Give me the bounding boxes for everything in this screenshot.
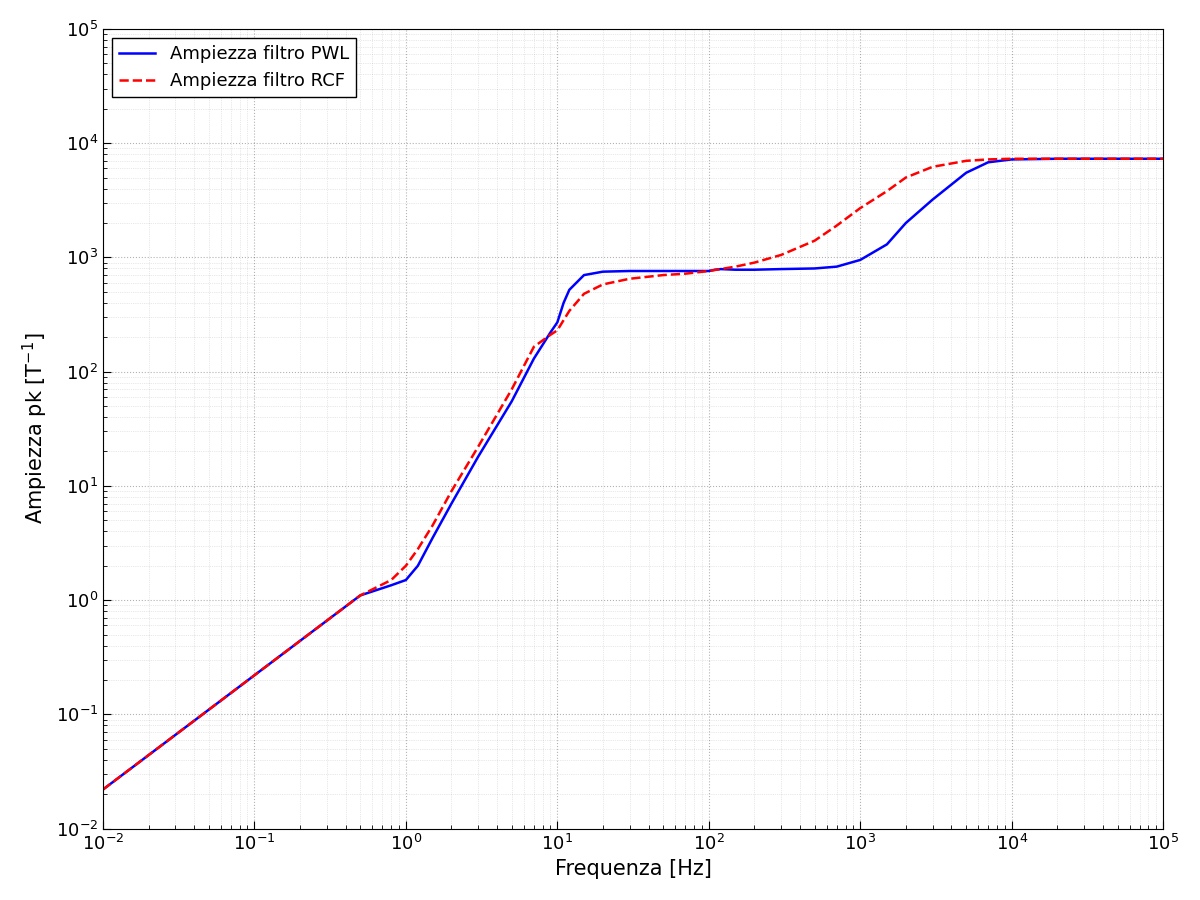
- Ampiezza filtro PWL: [557, 298, 571, 309]
- Ampiezza filtro PWL: [353, 590, 367, 601]
- X-axis label: Frequenza [Hz]: Frequenza [Hz]: [554, 860, 712, 879]
- Ampiezza filtro PWL: [384, 580, 398, 590]
- Ampiezza filtro RCF: [1110, 153, 1124, 164]
- Ampiezza filtro RCF: [829, 220, 844, 231]
- Ampiezza filtro PWL: [880, 239, 894, 250]
- Ampiezza filtro PWL: [398, 574, 413, 585]
- Legend: Ampiezza filtro PWL, Ampiezza filtro RCF: Ampiezza filtro PWL, Ampiezza filtro RCF: [112, 38, 356, 97]
- Ampiezza filtro PWL: [982, 157, 996, 167]
- Ampiezza filtro RCF: [623, 274, 637, 284]
- Ampiezza filtro RCF: [853, 202, 868, 213]
- Line: Ampiezza filtro PWL: Ampiezza filtro PWL: [103, 158, 1163, 789]
- Ampiezza filtro RCF: [1156, 153, 1170, 164]
- Ampiezza filtro RCF: [1050, 153, 1064, 164]
- Ampiezza filtro RCF: [527, 341, 541, 352]
- Ampiezza filtro RCF: [748, 257, 762, 268]
- Ampiezza filtro RCF: [959, 156, 973, 166]
- Ampiezza filtro RCF: [808, 235, 822, 246]
- Ampiezza filtro PWL: [562, 284, 576, 295]
- Ampiezza filtro RCF: [353, 590, 367, 601]
- Ampiezza filtro PWL: [1110, 153, 1124, 164]
- Ampiezza filtro PWL: [899, 218, 913, 229]
- Ampiezza filtro PWL: [623, 266, 637, 276]
- Ampiezza filtro PWL: [410, 561, 425, 572]
- Ampiezza filtro RCF: [774, 249, 788, 260]
- Ampiezza filtro PWL: [774, 264, 788, 274]
- Ampiezza filtro RCF: [293, 635, 307, 646]
- Ampiezza filtro RCF: [247, 670, 262, 680]
- Ampiezza filtro RCF: [96, 784, 110, 795]
- Ampiezza filtro RCF: [925, 161, 940, 172]
- Ampiezza filtro RCF: [880, 185, 894, 196]
- Ampiezza filtro PWL: [853, 255, 868, 266]
- Ampiezza filtro RCF: [504, 384, 518, 395]
- Ampiezza filtro RCF: [1004, 153, 1019, 164]
- Ampiezza filtro RCF: [544, 329, 558, 340]
- Line: Ampiezza filtro RCF: Ampiezza filtro RCF: [103, 158, 1163, 789]
- Ampiezza filtro PWL: [577, 270, 592, 281]
- Ampiezza filtro RCF: [899, 172, 913, 183]
- Ampiezza filtro PWL: [829, 261, 844, 272]
- Ampiezza filtro PWL: [686, 266, 701, 276]
- Ampiezza filtro RCF: [444, 486, 458, 497]
- Ampiezza filtro PWL: [293, 635, 307, 646]
- Ampiezza filtro RCF: [202, 705, 216, 716]
- Ampiezza filtro PWL: [595, 266, 610, 277]
- Ampiezza filtro RCF: [398, 561, 413, 572]
- Ampiezza filtro RCF: [656, 270, 671, 281]
- Ampiezza filtro PWL: [444, 499, 458, 509]
- Ampiezza filtro RCF: [410, 544, 425, 554]
- Ampiezza filtro PWL: [702, 266, 716, 276]
- Ampiezza filtro PWL: [714, 264, 728, 274]
- Ampiezza filtro PWL: [504, 396, 518, 407]
- Ampiezza filtro PWL: [247, 670, 262, 680]
- Ampiezza filtro RCF: [550, 325, 564, 336]
- Ampiezza filtro PWL: [728, 265, 743, 275]
- Ampiezza filtro PWL: [925, 194, 940, 205]
- Ampiezza filtro PWL: [470, 451, 485, 462]
- Ampiezza filtro PWL: [527, 353, 541, 364]
- Ampiezza filtro PWL: [1156, 153, 1170, 164]
- Ampiezza filtro PWL: [1004, 154, 1019, 165]
- Ampiezza filtro PWL: [748, 265, 762, 275]
- Ampiezza filtro RCF: [982, 154, 996, 165]
- Ampiezza filtro RCF: [577, 288, 592, 299]
- Ampiezza filtro PWL: [656, 266, 671, 276]
- Ampiezza filtro PWL: [425, 533, 439, 544]
- Ampiezza filtro PWL: [96, 784, 110, 795]
- Ampiezza filtro RCF: [470, 441, 485, 452]
- Ampiezza filtro PWL: [959, 167, 973, 178]
- Ampiezza filtro PWL: [1050, 153, 1064, 164]
- Ampiezza filtro RCF: [384, 574, 398, 585]
- Ampiezza filtro PWL: [202, 705, 216, 716]
- Ampiezza filtro PWL: [808, 263, 822, 274]
- Ampiezza filtro RCF: [425, 520, 439, 531]
- Ampiezza filtro RCF: [728, 261, 743, 272]
- Ampiezza filtro RCF: [678, 268, 692, 279]
- Y-axis label: Ampiezza pk [T$^{-1}$]: Ampiezza pk [T$^{-1}$]: [20, 333, 50, 525]
- Ampiezza filtro RCF: [595, 279, 610, 290]
- Ampiezza filtro PWL: [550, 317, 564, 328]
- Ampiezza filtro PWL: [544, 327, 558, 338]
- Ampiezza filtro PWL: [708, 265, 722, 275]
- Ampiezza filtro RCF: [702, 266, 716, 276]
- Ampiezza filtro RCF: [562, 305, 576, 316]
